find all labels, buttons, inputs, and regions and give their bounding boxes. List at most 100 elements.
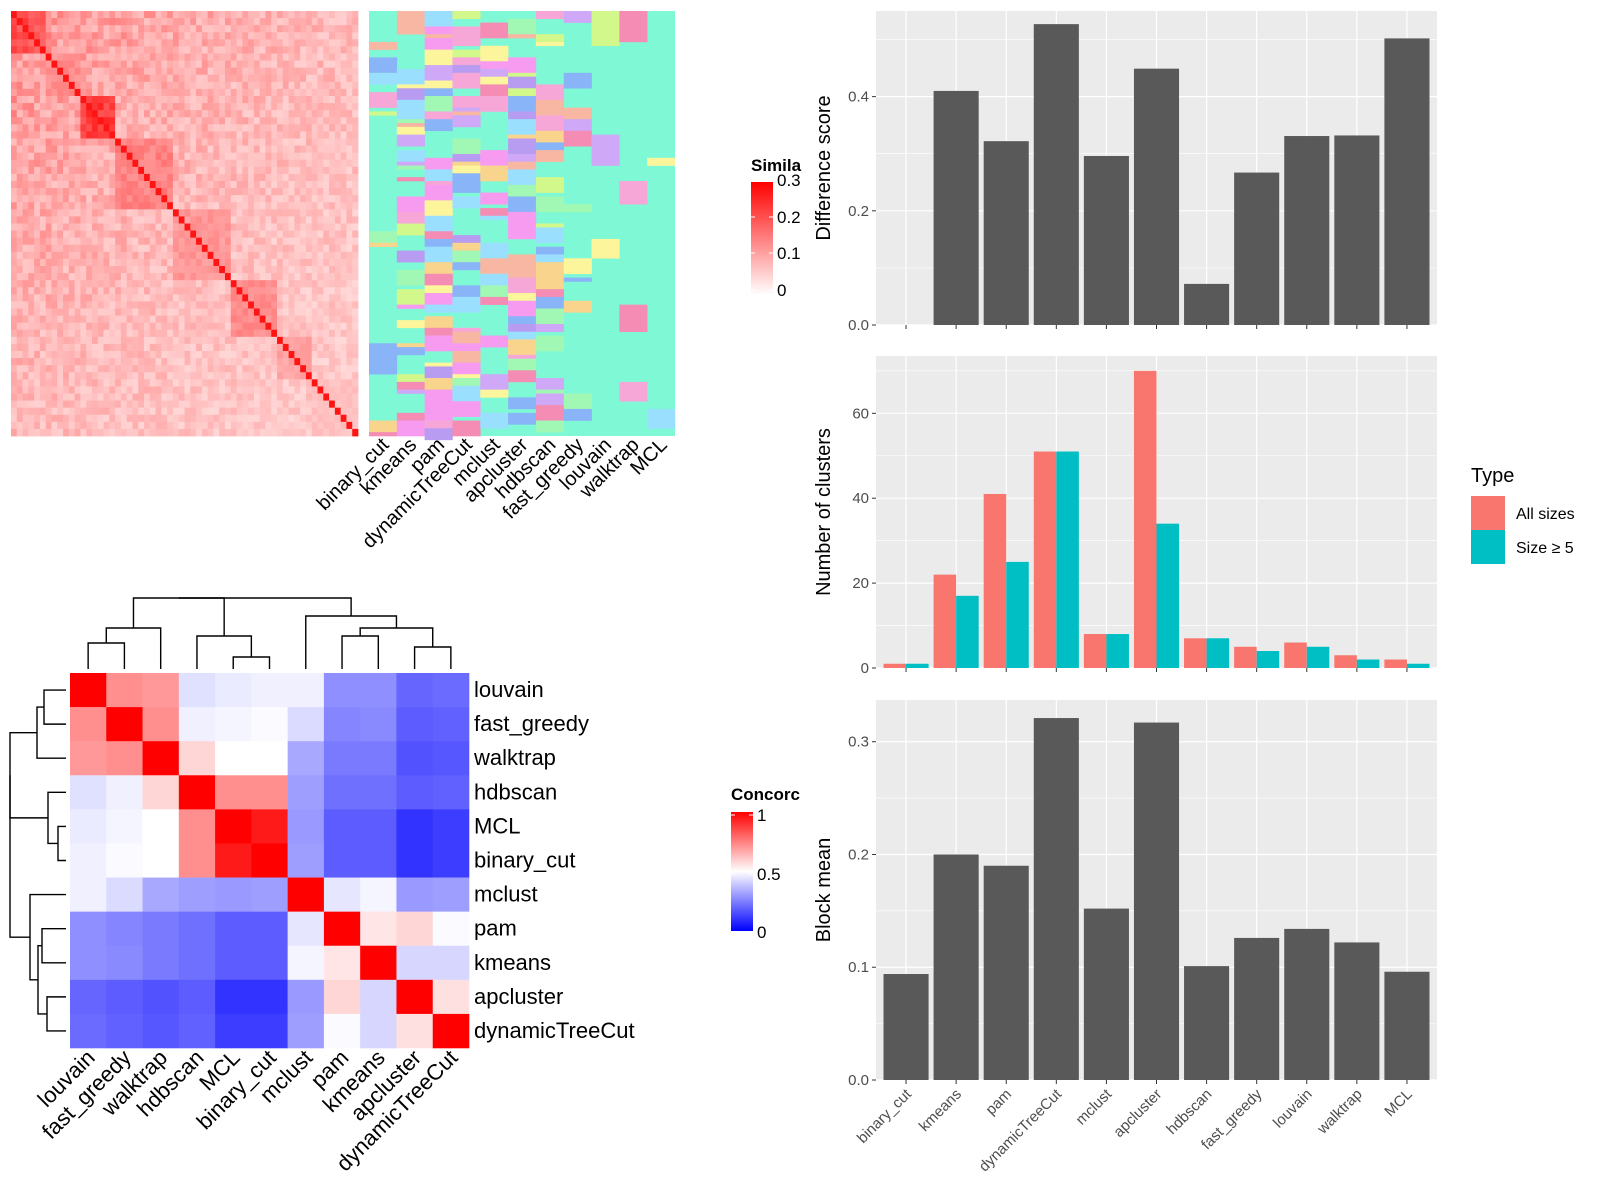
similarity-cell xyxy=(120,96,128,104)
similarity-cell xyxy=(184,166,191,175)
similarity-cell xyxy=(39,81,47,90)
similarity-cell xyxy=(28,230,35,239)
similarity-cell xyxy=(172,287,180,295)
similarity-cell xyxy=(91,280,99,288)
similarity-cell xyxy=(190,60,197,69)
similarity-cell xyxy=(28,131,35,139)
dendrogram-link xyxy=(57,825,66,862)
similarity-cell xyxy=(149,67,156,76)
similarity-cell xyxy=(294,400,301,409)
similarity-cell xyxy=(265,138,272,146)
similarity-cell xyxy=(120,343,128,352)
similarity-cell xyxy=(172,32,180,40)
similarity-cell xyxy=(22,230,29,239)
similarity-cell xyxy=(11,407,18,416)
similarity-cell xyxy=(178,202,185,210)
similarity-cell xyxy=(196,421,203,430)
similarity-cell xyxy=(346,173,353,182)
similarity-cell xyxy=(253,145,261,154)
similarity-cell xyxy=(219,280,226,288)
similarity-cell xyxy=(109,329,116,338)
similarity-cell xyxy=(51,96,58,104)
similarity-cell xyxy=(196,60,203,69)
similarity-cell xyxy=(219,414,226,423)
similarity-cell xyxy=(224,315,232,324)
similarity-cell xyxy=(346,244,353,253)
similarity-cell xyxy=(323,322,330,331)
similarity-cell xyxy=(115,428,122,437)
similarity-cell xyxy=(288,152,295,161)
similarity-cell xyxy=(178,343,185,352)
similarity-cell xyxy=(201,428,209,437)
similarity-cell xyxy=(115,407,122,416)
similarity-cell xyxy=(91,343,99,352)
similarity-cell xyxy=(288,266,295,274)
similarity-cell xyxy=(97,379,104,387)
bar-all-sizes xyxy=(1234,646,1257,668)
concordance-cell xyxy=(251,809,288,844)
similarity-cell xyxy=(138,46,145,54)
similarity-cell xyxy=(201,11,209,19)
similarity-cell xyxy=(138,25,145,33)
similarity-cell xyxy=(277,358,284,366)
similarity-cell xyxy=(271,386,278,394)
similarity-cell xyxy=(155,294,162,302)
similarity-cell xyxy=(68,266,76,274)
similarity-cell xyxy=(334,294,342,302)
similarity-cell xyxy=(109,46,116,54)
similarity-cell xyxy=(138,18,145,26)
similarity-cell xyxy=(51,46,58,54)
similarity-cell xyxy=(97,372,104,380)
similarity-cell xyxy=(63,266,70,274)
similarity-cell xyxy=(91,400,99,409)
similarity-cell xyxy=(300,32,307,40)
similarity-cell xyxy=(207,209,214,217)
similarity-cell xyxy=(265,393,272,401)
similarity-cell xyxy=(109,223,116,231)
similarity-cell xyxy=(22,372,29,380)
similarity-cell xyxy=(22,287,29,295)
similarity-cell xyxy=(317,195,324,203)
similarity-cell xyxy=(63,343,70,352)
similarity-cell xyxy=(323,152,330,161)
similarity-cell xyxy=(22,251,29,260)
similarity-cell xyxy=(352,400,359,409)
similarity-cell xyxy=(51,294,58,302)
similarity-cell xyxy=(207,110,214,118)
similarity-cell xyxy=(109,372,116,380)
similarity-cell xyxy=(294,124,301,132)
similarity-cell xyxy=(271,287,278,295)
similarity-cell xyxy=(167,60,174,69)
similarity-cell xyxy=(63,110,70,118)
similarity-cell xyxy=(167,103,174,111)
similarity-cell xyxy=(294,372,301,380)
concordance-cell xyxy=(287,945,325,981)
class-label-cell xyxy=(396,134,425,147)
similarity-cell xyxy=(39,124,47,132)
similarity-cell xyxy=(219,393,226,401)
similarity-cell xyxy=(340,195,347,203)
similarity-cell xyxy=(294,308,301,316)
dendrogram-link xyxy=(87,642,126,669)
similarity-cell xyxy=(86,251,93,260)
bar xyxy=(1334,135,1380,325)
similarity-cell xyxy=(224,223,232,231)
similarity-cell xyxy=(167,32,174,40)
similarity-cell xyxy=(86,25,93,33)
similarity-cell xyxy=(277,216,284,224)
similarity-cell xyxy=(39,400,47,409)
similarity-cell xyxy=(236,251,243,260)
similarity-cell xyxy=(277,315,284,324)
similarity-cell xyxy=(28,273,35,281)
similarity-cell xyxy=(68,181,76,189)
bar-size-ge-5 xyxy=(1256,651,1280,668)
similarity-cell xyxy=(196,173,203,182)
similarity-cell xyxy=(74,322,81,331)
similarity-cell xyxy=(329,407,336,416)
class-label-cell xyxy=(508,331,537,340)
similarity-cell xyxy=(334,301,342,309)
concordance-cell xyxy=(360,707,397,742)
similarity-cell xyxy=(242,18,249,26)
similarity-cell xyxy=(329,428,336,437)
similarity-cell xyxy=(126,301,133,309)
